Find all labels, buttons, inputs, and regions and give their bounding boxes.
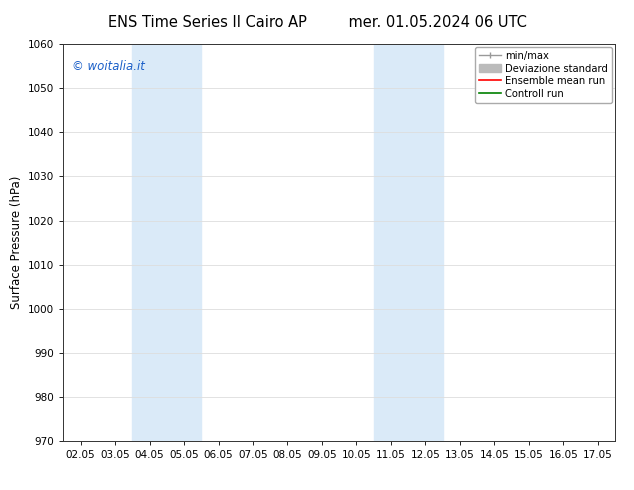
Bar xyxy=(133,44,202,441)
Text: © woitalia.it: © woitalia.it xyxy=(72,60,145,73)
Bar xyxy=(373,44,443,441)
Legend: min/max, Deviazione standard, Ensemble mean run, Controll run: min/max, Deviazione standard, Ensemble m… xyxy=(475,47,612,102)
Y-axis label: Surface Pressure (hPa): Surface Pressure (hPa) xyxy=(10,176,23,309)
Text: ENS Time Series Il Cairo AP         mer. 01.05.2024 06 UTC: ENS Time Series Il Cairo AP mer. 01.05.2… xyxy=(108,15,526,30)
